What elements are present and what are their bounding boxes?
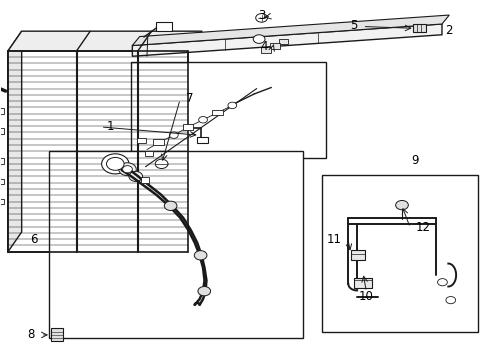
Circle shape	[445, 297, 455, 304]
Bar	[321, 175, 477, 332]
Text: 2: 2	[445, 24, 452, 37]
Text: 12: 12	[415, 221, 430, 234]
Circle shape	[198, 287, 210, 296]
Bar	[153, 139, 163, 145]
Circle shape	[122, 166, 132, 173]
Bar	[197, 138, 207, 143]
Bar	[144, 151, 153, 156]
Bar	[353, 278, 371, 288]
Bar	[182, 124, 193, 130]
Circle shape	[164, 201, 177, 211]
Circle shape	[155, 159, 167, 168]
Bar	[278, 39, 288, 44]
Bar	[0, 129, 4, 134]
Bar	[137, 138, 146, 143]
Bar	[350, 250, 365, 260]
Bar	[0, 158, 4, 164]
Text: 11: 11	[326, 233, 341, 246]
Circle shape	[129, 171, 142, 181]
Text: 6: 6	[30, 233, 38, 246]
Circle shape	[198, 117, 207, 123]
Circle shape	[253, 35, 264, 43]
Bar	[0, 179, 4, 184]
Bar	[269, 43, 279, 49]
Text: 1: 1	[107, 121, 114, 134]
Polygon shape	[132, 15, 448, 45]
Bar	[0, 199, 4, 204]
Polygon shape	[8, 31, 21, 252]
Bar	[261, 47, 270, 53]
Bar	[211, 110, 222, 116]
Text: 5: 5	[349, 19, 357, 32]
Text: 9: 9	[410, 154, 418, 167]
Text: 8: 8	[27, 328, 35, 341]
Polygon shape	[132, 24, 441, 56]
Circle shape	[395, 201, 407, 210]
Bar	[141, 177, 149, 183]
Circle shape	[437, 279, 447, 286]
Circle shape	[255, 14, 267, 22]
Circle shape	[194, 251, 206, 260]
Circle shape	[227, 102, 236, 109]
Bar	[131, 62, 326, 158]
Polygon shape	[8, 31, 202, 51]
Circle shape	[106, 157, 124, 170]
Bar	[0, 108, 4, 114]
Bar	[51, 328, 62, 341]
Circle shape	[102, 154, 129, 174]
Text: 3: 3	[258, 9, 265, 22]
Circle shape	[119, 163, 136, 176]
Text: 7: 7	[185, 92, 193, 105]
Text: 10: 10	[358, 290, 373, 303]
Bar	[156, 22, 171, 31]
Bar	[412, 24, 426, 32]
Bar	[49, 151, 303, 338]
Circle shape	[169, 132, 178, 138]
Bar	[8, 51, 188, 252]
Text: 4: 4	[260, 40, 267, 53]
